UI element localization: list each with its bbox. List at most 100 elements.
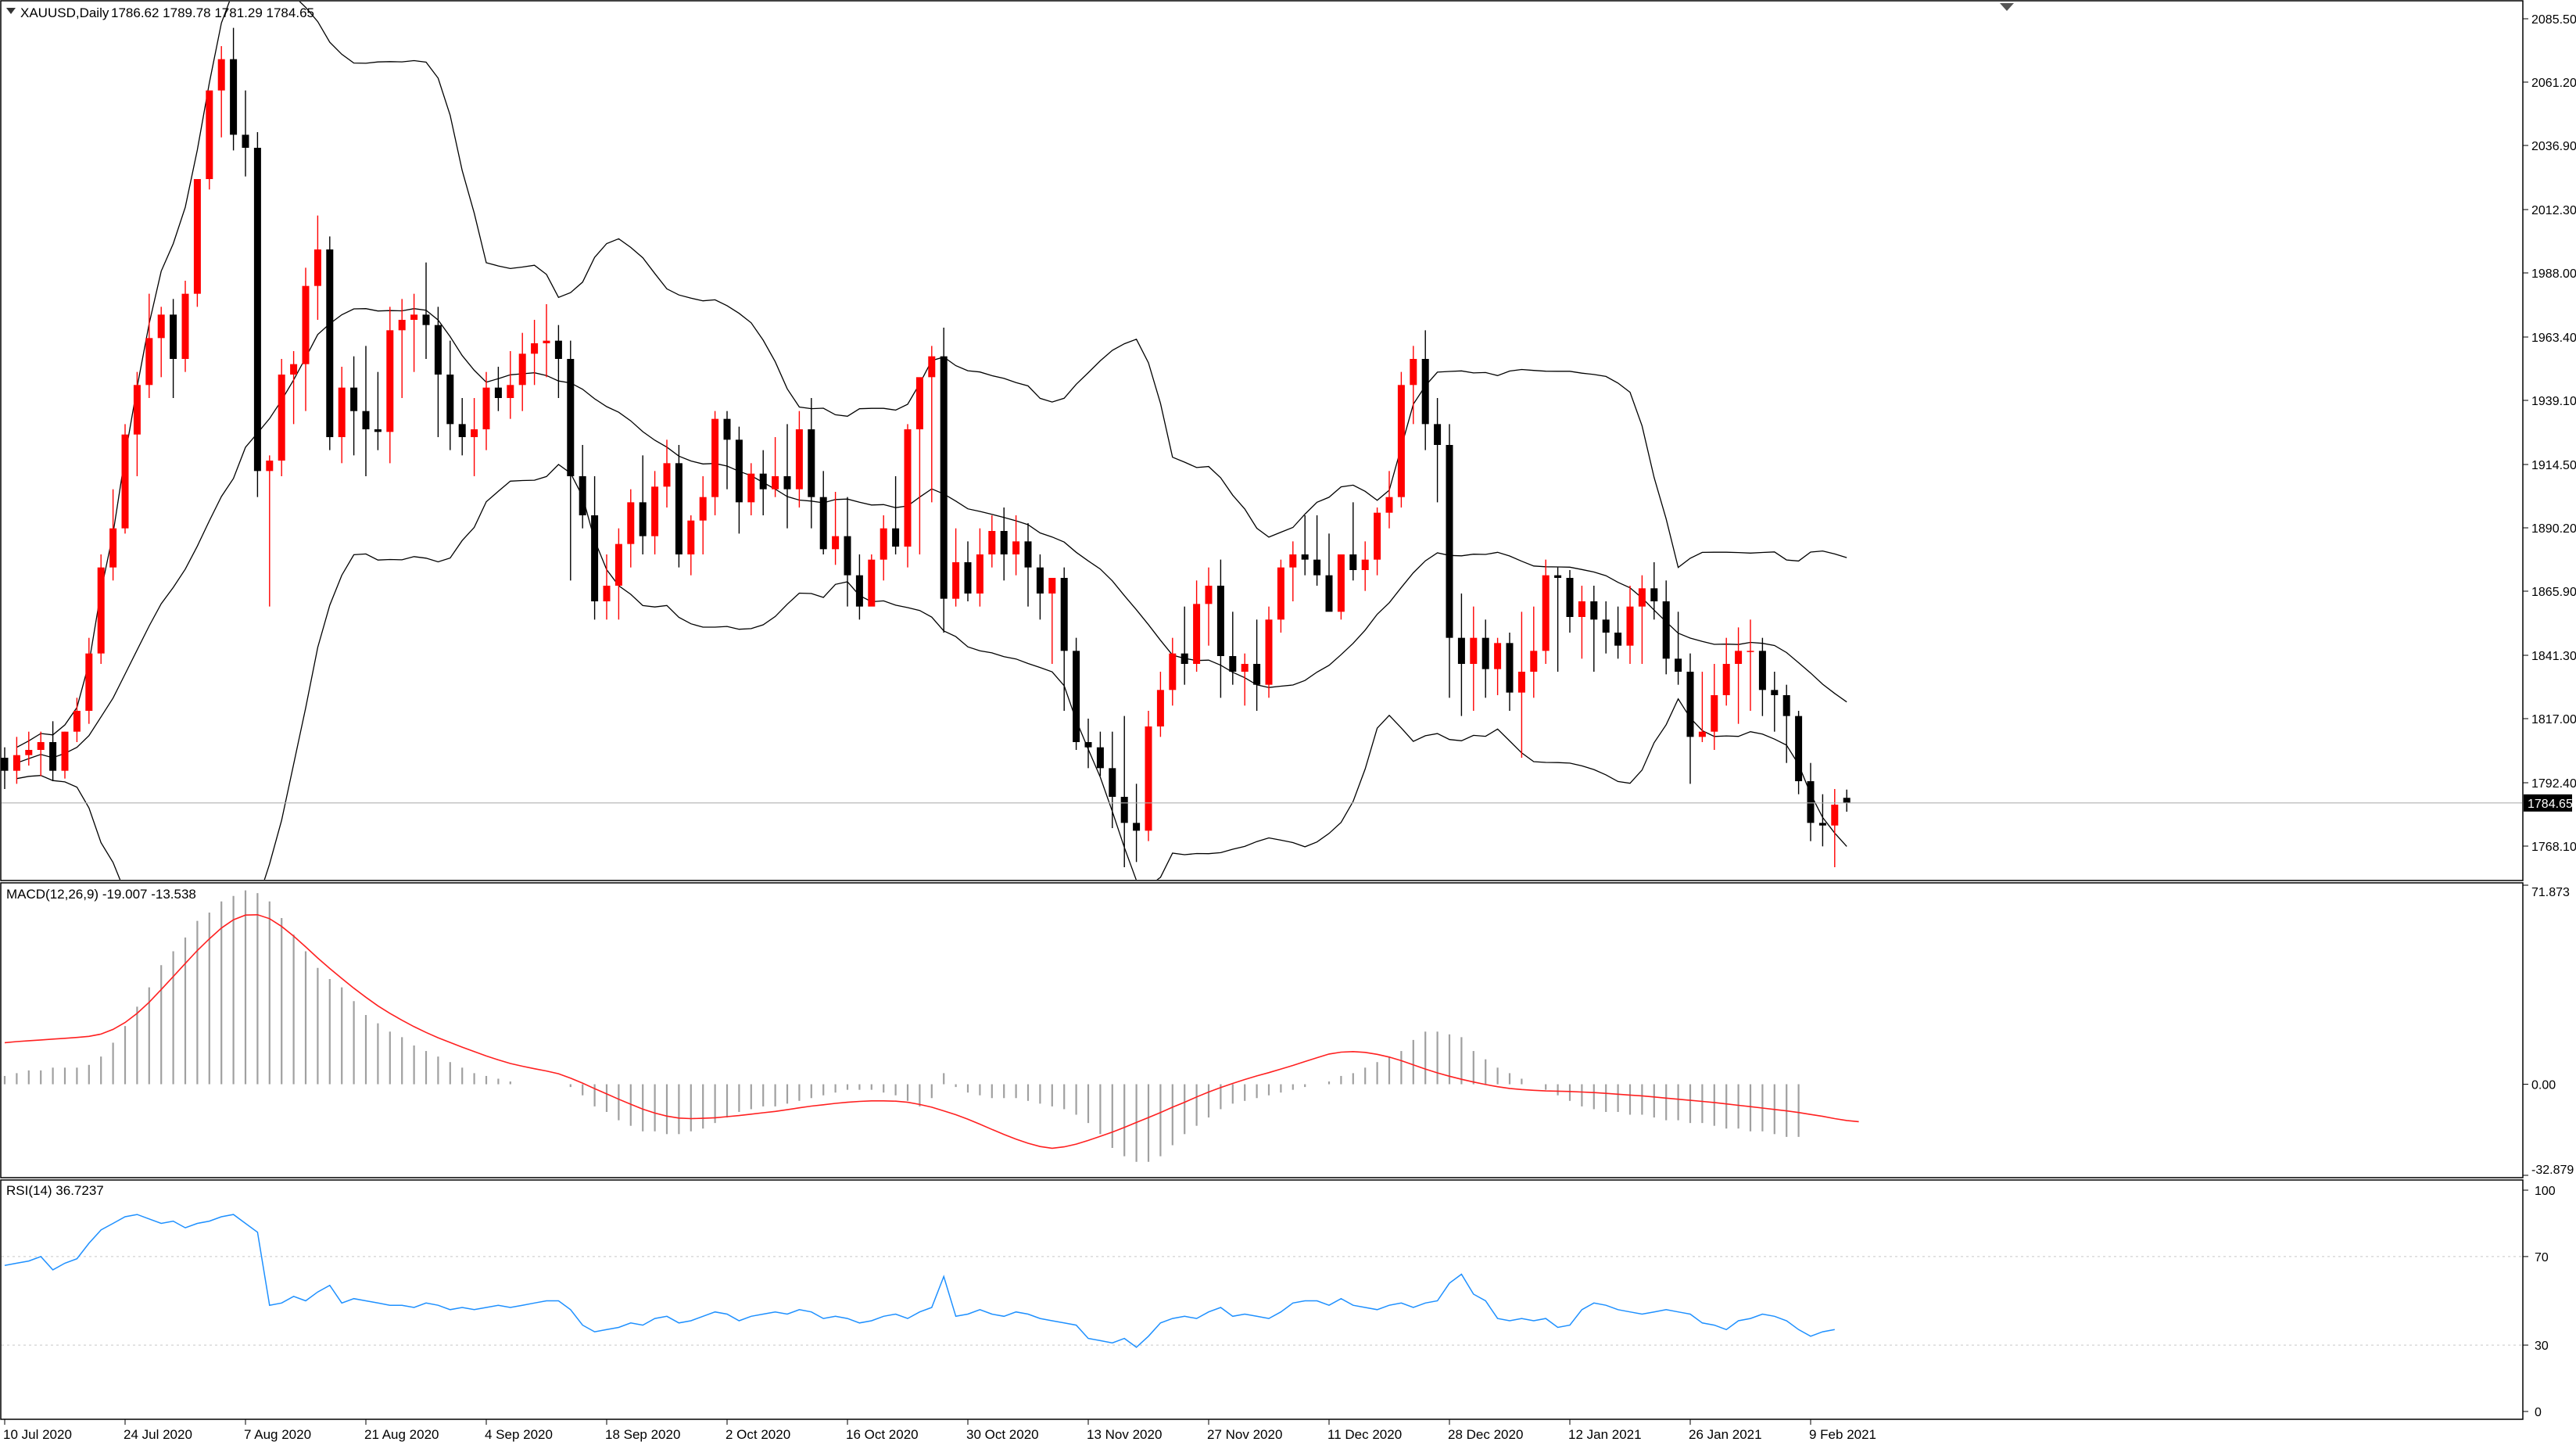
candle-body: [1662, 601, 1670, 659]
macd-indicator: 71.873 0.00 -32.879: [3, 884, 2574, 1177]
candle-body: [1193, 604, 1201, 664]
current-price-marker-label: 1784.65: [2528, 798, 2573, 811]
candle-body: [1530, 651, 1538, 672]
candle-body: [242, 134, 249, 148]
candle-body: [507, 385, 514, 398]
candle-body: [97, 567, 105, 654]
macd-signal-line: [4, 913, 1859, 1150]
chart-symbol-label: XAUUSD,Daily: [20, 5, 109, 20]
candle-body: [976, 554, 983, 594]
time-axis-label: 9 Feb 2021: [1809, 1427, 1876, 1442]
candle-body: [61, 731, 69, 771]
time-axis-label: 26 Jan 2021: [1689, 1427, 1762, 1442]
candle-body: [193, 179, 201, 294]
candle-body: [1349, 554, 1357, 570]
candle-body: [627, 502, 635, 544]
time-axis-label: 7 Aug 2020: [244, 1427, 311, 1442]
candle-body: [1602, 619, 1610, 633]
candle-body: [73, 711, 81, 732]
current-price-marker: [2524, 794, 2572, 812]
candle-body: [386, 330, 394, 432]
candle-body: [1698, 731, 1706, 737]
candle-body: [302, 285, 310, 364]
price-axis-label: 2085.50: [2531, 13, 2576, 27]
candle-body: [1434, 424, 1442, 445]
candle-body: [121, 434, 129, 529]
candle-body: [759, 473, 767, 490]
macd-title: MACD(12,26,9) -19.007 -13.538: [6, 887, 196, 902]
candle-body: [1650, 588, 1658, 601]
candle-body: [855, 575, 863, 607]
candle-body: [362, 411, 370, 429]
time-axis-label: 11 Dec 2020: [1327, 1427, 1402, 1442]
rsi-pane-frame: [0, 1179, 2524, 1420]
candle-body: [1542, 575, 1550, 651]
candle-body: [13, 755, 20, 771]
candle-body: [687, 520, 695, 554]
candle-body: [170, 314, 177, 359]
rsi-axis-label: 30: [2535, 1340, 2549, 1353]
candle-body: [1073, 651, 1080, 742]
candle-body: [964, 562, 972, 594]
candle-body: [181, 293, 189, 359]
candle-body: [25, 750, 33, 755]
rsi-title: RSI(14) 36.7237: [6, 1183, 104, 1198]
price-axis-label: 1914.50: [2531, 459, 2576, 472]
candle-body: [1758, 651, 1766, 690]
price-axis-label: 2036.90: [2531, 140, 2576, 153]
candle-body: [434, 325, 442, 375]
candle-body: [230, 59, 238, 135]
candle-body: [1831, 805, 1839, 826]
candle-body: [494, 387, 502, 398]
candle-body: [217, 59, 225, 91]
time-axis-label: 12 Jan 2021: [1568, 1427, 1642, 1442]
candle-body: [145, 338, 153, 386]
candle-body: [783, 476, 791, 490]
candle-body: [554, 340, 562, 359]
macd-axis-label: -32.879: [2531, 1164, 2574, 1177]
symbol-dropdown-icon[interactable]: [6, 8, 16, 14]
candle-body: [1385, 497, 1393, 513]
time-axis-label: 16 Oct 2020: [846, 1427, 919, 1442]
candle-body: [1421, 359, 1429, 425]
candle-body: [1, 758, 9, 771]
price-axis-label: 1865.90: [2531, 586, 2576, 599]
candle-body: [1289, 554, 1297, 568]
candle-body: [1012, 541, 1020, 554]
candle-body: [1277, 567, 1284, 620]
candle-body: [1048, 578, 1056, 594]
price-axis-label: 1890.20: [2531, 522, 2576, 536]
price-axis-label: 1988.00: [2531, 267, 2576, 281]
price-axis-label: 1939.10: [2531, 395, 2576, 408]
candle-body: [1024, 541, 1032, 568]
chart-ohlc-label: 1786.62 1789.78 1781.29 1784.65: [111, 5, 314, 20]
candle-body: [892, 528, 900, 547]
time-axis: 10 Jul 2020 24 Jul 2020 7 Aug 2020 21 Aug 2…: [3, 1419, 1876, 1442]
price-pane-frame: [0, 0, 2524, 881]
bollinger-lower-line: [16, 464, 1847, 880]
candle-body: [1517, 672, 1525, 693]
candle-body: [1000, 531, 1008, 554]
chart-shift-marker-icon[interactable]: [2000, 3, 2014, 11]
candle-body: [206, 90, 213, 179]
rsi-axis-label: 0: [2535, 1406, 2542, 1419]
candle-body: [1036, 567, 1044, 594]
candle-body: [868, 559, 876, 607]
candle-body: [1325, 575, 1333, 612]
price-axis-label: 2012.30: [2531, 204, 2576, 217]
candle-body: [49, 742, 57, 771]
candle-body: [278, 375, 285, 461]
price-axis-label: 1963.40: [2531, 332, 2576, 345]
candle-body: [266, 461, 274, 472]
candle-body: [747, 473, 755, 503]
candle-body: [614, 543, 622, 586]
candle-body: [290, 364, 298, 375]
candle-body: [374, 429, 382, 432]
macd-pane-frame: [0, 882, 2524, 1178]
candle-body: [1145, 726, 1152, 831]
candle-body: [398, 320, 406, 331]
candle-body: [1795, 716, 1803, 781]
candle-body: [1181, 653, 1188, 664]
candle-body: [1156, 690, 1164, 726]
